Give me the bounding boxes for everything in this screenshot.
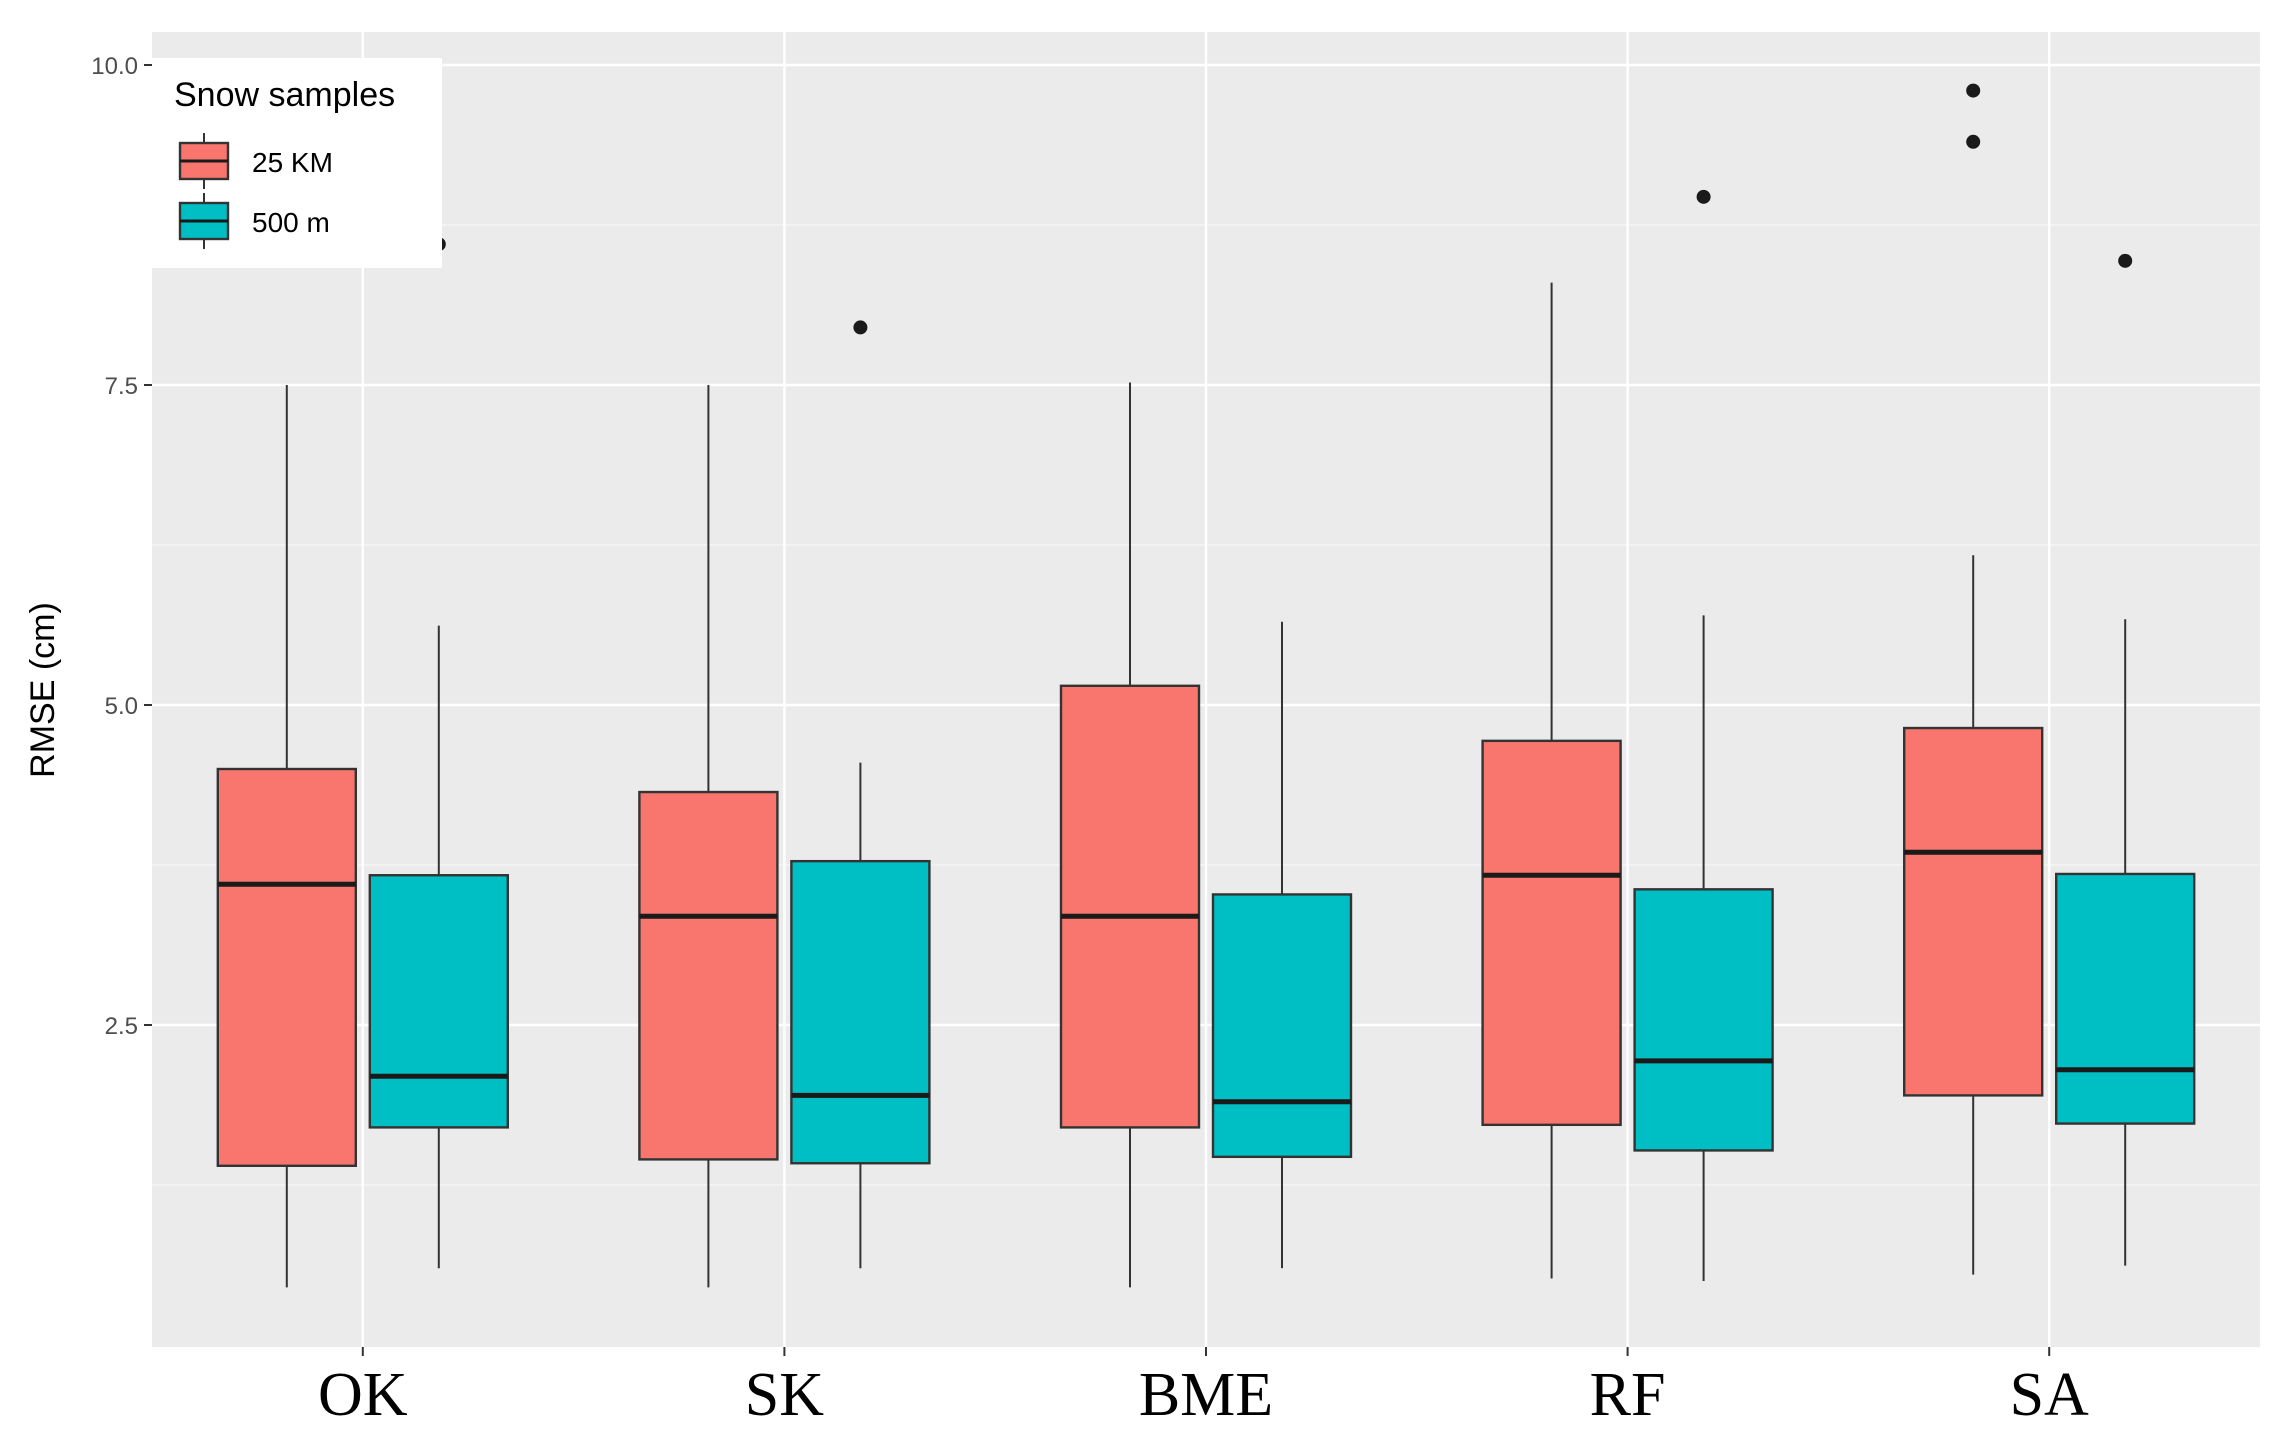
y-axis: 2.5 5.0 7.5 10.0 — [91, 53, 152, 1040]
box-25km-sa — [1902, 83, 2044, 1275]
box-iqr — [1481, 739, 1622, 1127]
box-25km-ok — [216, 385, 358, 1288]
legend-key-25km — [178, 133, 230, 189]
box-500m-sk — [790, 320, 931, 1269]
box-iqr — [1902, 726, 2044, 1097]
y-tick-label: 7.5 — [105, 373, 138, 400]
x-tick-label: OK — [318, 1361, 408, 1429]
legend-title: Snow samples — [174, 76, 395, 114]
x-axis: OK SK BME RF SA — [318, 1347, 2089, 1429]
x-tick-label: SK — [745, 1361, 824, 1429]
x-tick-label: BME — [1139, 1361, 1273, 1429]
box-25km-bme — [1059, 382, 1201, 1288]
box-iqr — [638, 790, 779, 1161]
outlier-point — [2118, 253, 2133, 268]
y-tick-label: 5.0 — [105, 693, 138, 720]
box-25km-rf — [1481, 282, 1622, 1279]
legend-label-500m: 500 m — [252, 207, 330, 238]
box-iqr — [216, 767, 358, 1167]
boxes-layer — [216, 83, 2196, 1288]
box-iqr — [1633, 888, 1774, 1152]
box-iqr — [2054, 872, 2196, 1125]
box-iqr — [1211, 893, 1353, 1159]
legend-key-500m — [178, 193, 230, 249]
outlier-point — [1696, 189, 1711, 204]
outlier-point — [853, 320, 868, 335]
x-tick-label: SA — [2010, 1361, 2089, 1429]
box-500m-sa — [2054, 253, 2196, 1266]
y-tick-label: 2.5 — [105, 1013, 138, 1040]
box-500m-ok — [368, 237, 509, 1269]
box-iqr — [790, 859, 931, 1165]
y-tick-label: 10.0 — [91, 53, 138, 80]
box-25km-sk — [638, 385, 779, 1288]
y-axis-title: RMSE (cm) — [24, 602, 62, 778]
legend-label-25km: 25 KM — [252, 147, 333, 178]
outlier-point — [1966, 134, 1981, 149]
box-iqr — [1059, 684, 1201, 1129]
legend: Snow samples 25 KM 500 m — [152, 58, 442, 268]
box-iqr — [368, 874, 509, 1129]
x-tick-label: RF — [1590, 1361, 1666, 1429]
outlier-point — [1966, 83, 1981, 98]
box-500m-rf — [1633, 189, 1774, 1281]
box-500m-bme — [1211, 621, 1353, 1269]
